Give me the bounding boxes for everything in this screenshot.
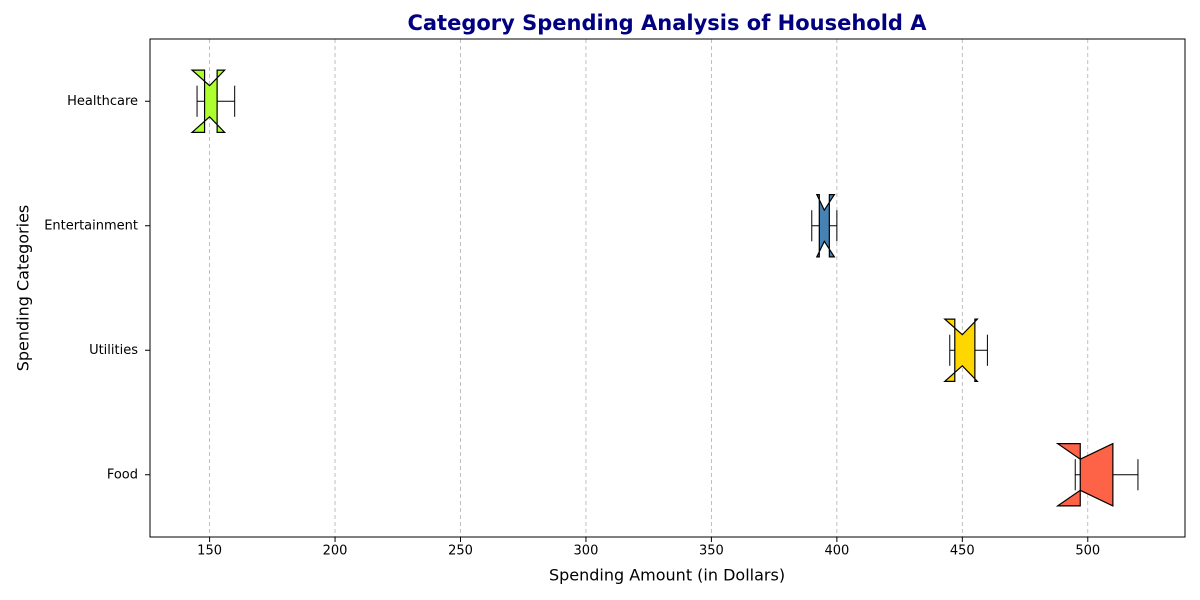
y-tick-label: Entertainment: [44, 218, 138, 233]
x-tick-label: 250: [448, 544, 473, 559]
box: [1055, 442, 1114, 507]
y-axis-label: Spending Categories: [14, 205, 33, 372]
chart-title: Category Spending Analysis of Household …: [407, 11, 927, 35]
box: [943, 318, 979, 382]
box: [815, 194, 836, 258]
x-tick-label: 300: [574, 544, 599, 559]
x-tick-label: 450: [950, 544, 975, 559]
x-tick-label: 350: [699, 544, 724, 559]
x-tick-label: 200: [323, 544, 348, 559]
x-axis-label: Spending Amount (in Dollars): [549, 566, 785, 585]
plot-frame: [149, 38, 1186, 538]
x-tick-label: 500: [1075, 544, 1100, 559]
y-tick-label: Healthcare: [67, 94, 138, 109]
box: [190, 69, 227, 133]
y-tick-label: Utilities: [89, 343, 138, 358]
x-tick-label: 150: [197, 544, 222, 559]
x-tick-label: 400: [824, 544, 849, 559]
y-tick-label: Food: [107, 467, 138, 482]
